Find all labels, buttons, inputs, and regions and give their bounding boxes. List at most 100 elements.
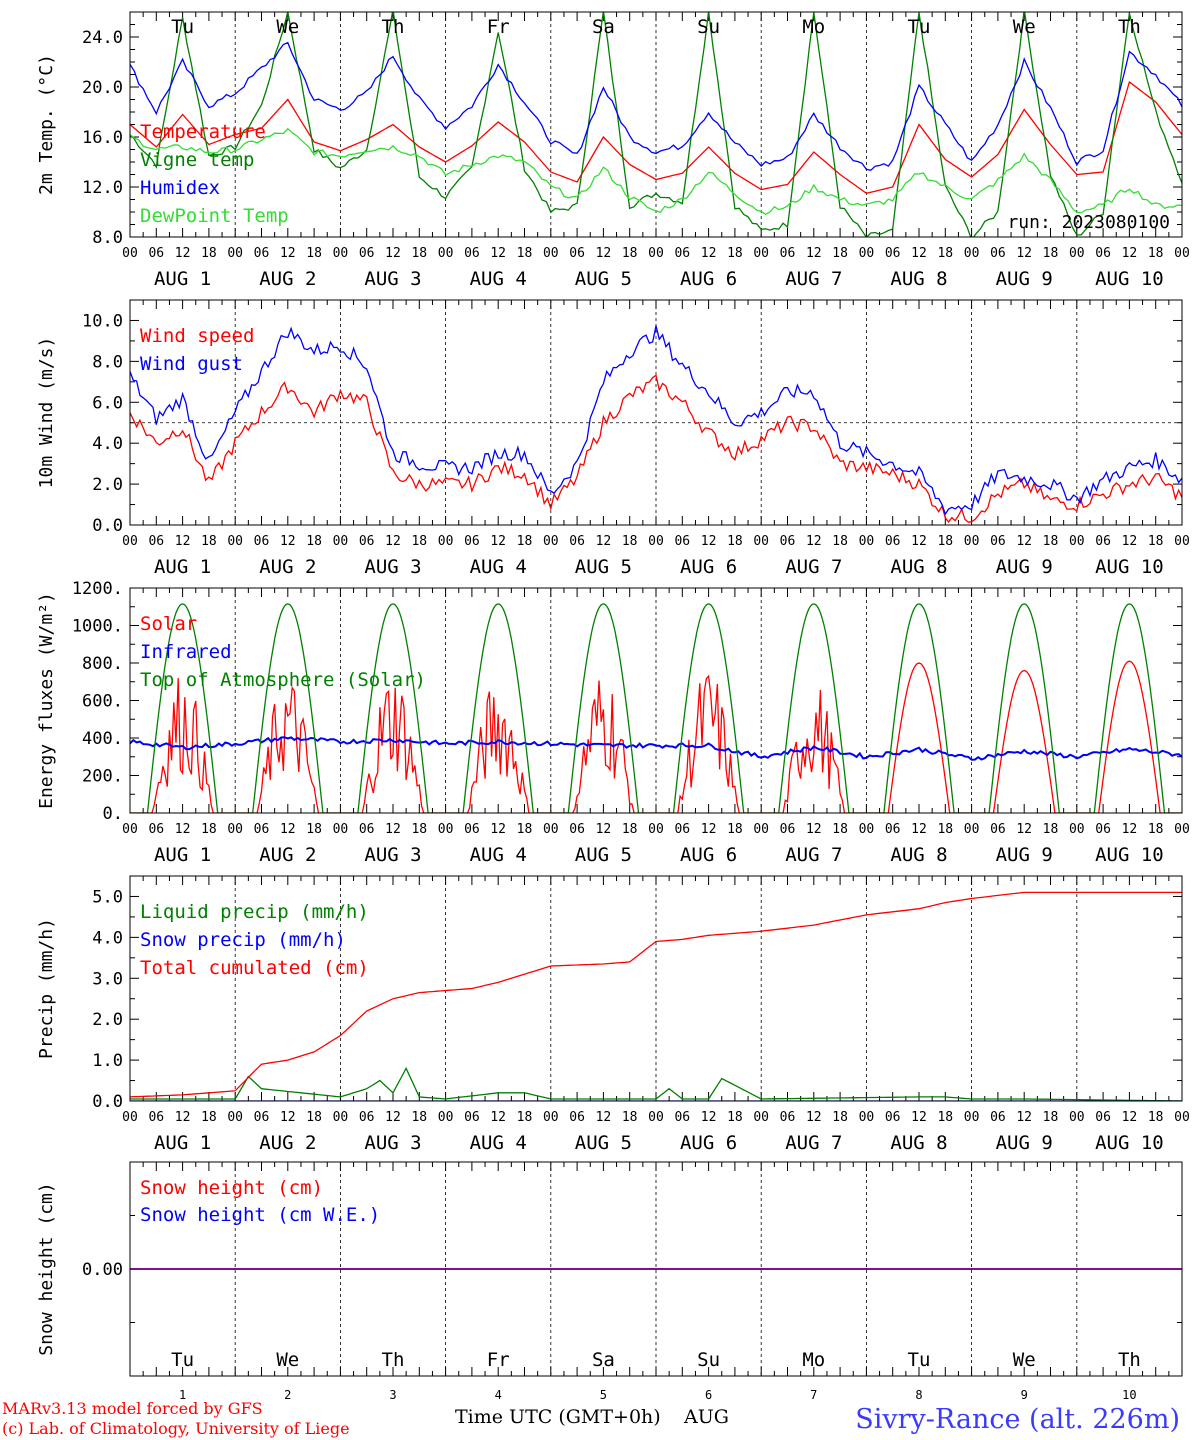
legend-entry: Liquid precip (mm/h) bbox=[140, 901, 369, 923]
time-axis-label: Time UTC (GMT+0h) bbox=[455, 1406, 661, 1428]
hour-label: 06 bbox=[254, 246, 270, 261]
hour-label: 12 bbox=[701, 822, 717, 837]
hour-label: 18 bbox=[306, 822, 322, 837]
hour-label: 18 bbox=[832, 534, 848, 549]
hour-label: 06 bbox=[359, 1110, 375, 1125]
weekday-label: Su bbox=[697, 16, 720, 38]
panel-precip: 0.0 1.0 2.0 3.0 4.0 5.0 Precip (mm/h) Liquid pr… bbox=[36, 875, 1190, 1154]
date-label: AUG 9 bbox=[996, 1132, 1053, 1154]
legend-entry: Snow height (cm) bbox=[140, 1177, 323, 1199]
hour-label: 12 bbox=[596, 534, 612, 549]
hour-label: 18 bbox=[937, 534, 953, 549]
hour-label: 00 bbox=[964, 246, 980, 261]
hour-label: 00 bbox=[122, 822, 138, 837]
y-tick-label: 1.0 bbox=[92, 1051, 123, 1071]
date-label: AUG 4 bbox=[470, 1132, 527, 1154]
hour-label: 00 bbox=[227, 534, 243, 549]
day-number-label: 3 bbox=[389, 1388, 396, 1402]
hour-label: 12 bbox=[490, 246, 506, 261]
hour-label: 18 bbox=[306, 1110, 322, 1125]
legend-entry: Snow precip (mm/h) bbox=[140, 929, 346, 951]
date-label: AUG 1 bbox=[154, 1132, 211, 1154]
date-label: AUG 8 bbox=[890, 268, 947, 290]
weekday-label: Th bbox=[1118, 16, 1141, 38]
weekday-label: Fr bbox=[487, 1349, 510, 1371]
hour-label: 12 bbox=[701, 1110, 717, 1125]
hour-label: 06 bbox=[464, 1110, 480, 1125]
run-annotation: run: 2023080100 bbox=[1007, 212, 1170, 233]
plot-area bbox=[130, 12, 1182, 237]
date-label: AUG 6 bbox=[680, 556, 737, 578]
weekday-label: Fr bbox=[487, 16, 510, 38]
date-label: AUG 8 bbox=[890, 556, 947, 578]
hour-label: 06 bbox=[990, 246, 1006, 261]
hour-label: 18 bbox=[622, 1110, 638, 1125]
hour-label: 18 bbox=[201, 1110, 217, 1125]
plot-frame bbox=[129, 1161, 1183, 1377]
hour-label: 18 bbox=[517, 1110, 533, 1125]
day-number-label: 7 bbox=[810, 1388, 817, 1402]
hour-label: 12 bbox=[175, 534, 191, 549]
y-tick-label: 0.0 bbox=[92, 1092, 123, 1112]
weekday-label: We bbox=[276, 16, 299, 38]
hour-label: 00 bbox=[1174, 246, 1190, 261]
date-label: AUG 8 bbox=[890, 1132, 947, 1154]
hour-label: 18 bbox=[201, 246, 217, 261]
day-number-label: 2 bbox=[284, 1388, 291, 1402]
date-label: AUG 7 bbox=[785, 1132, 842, 1154]
hour-label: 00 bbox=[964, 1110, 980, 1125]
hour-label: 06 bbox=[359, 534, 375, 549]
legend-entry: Temperature bbox=[140, 121, 266, 143]
date-label: AUG 10 bbox=[1095, 844, 1164, 866]
date-label: AUG 6 bbox=[680, 1132, 737, 1154]
hour-label: 18 bbox=[832, 822, 848, 837]
hour-label: 12 bbox=[701, 534, 717, 549]
hour-label: 12 bbox=[1016, 534, 1032, 549]
date-label: AUG 5 bbox=[575, 1132, 632, 1154]
hour-label: 06 bbox=[885, 534, 901, 549]
legend-entry: Top of Atmosphere (Solar) bbox=[140, 669, 426, 691]
date-label: AUG 3 bbox=[364, 1132, 421, 1154]
date-label: AUG 10 bbox=[1095, 556, 1164, 578]
legend-entry: DewPoint Temp bbox=[140, 205, 289, 227]
hour-label: 18 bbox=[937, 1110, 953, 1125]
hour-label: 00 bbox=[333, 534, 349, 549]
date-label: AUG 5 bbox=[575, 556, 632, 578]
hour-label: 06 bbox=[674, 246, 690, 261]
hour-label: 00 bbox=[753, 1110, 769, 1125]
hour-label: 18 bbox=[937, 246, 953, 261]
hour-label: 06 bbox=[569, 246, 585, 261]
y-axis-label: Snow height (cm) bbox=[36, 1182, 57, 1355]
hour-label: 18 bbox=[727, 246, 743, 261]
hour-label: 12 bbox=[175, 246, 191, 261]
hour-label: 18 bbox=[201, 534, 217, 549]
y-tick-label: 800. bbox=[82, 654, 123, 674]
series-line-wind-speed bbox=[130, 374, 1182, 523]
weekday-label: Th bbox=[382, 1349, 405, 1371]
hour-label: 00 bbox=[753, 534, 769, 549]
day-number-label: 10 bbox=[1122, 1388, 1136, 1402]
hour-label: 06 bbox=[464, 822, 480, 837]
hour-label: 00 bbox=[753, 822, 769, 837]
weekday-label: Tu bbox=[171, 16, 194, 38]
hour-label: 18 bbox=[832, 246, 848, 261]
y-axis-label: Energy fluxes (W/m²) bbox=[36, 592, 57, 809]
series-line-dewpoint-temp bbox=[130, 127, 1182, 216]
date-label: AUG 9 bbox=[996, 268, 1053, 290]
hour-label: 12 bbox=[175, 1110, 191, 1125]
hour-label: 12 bbox=[1016, 1110, 1032, 1125]
hour-label: 00 bbox=[1174, 1110, 1190, 1125]
hour-label: 00 bbox=[438, 534, 454, 549]
date-label: AUG 8 bbox=[890, 844, 947, 866]
hour-label: 06 bbox=[569, 534, 585, 549]
y-tick-label: 20.0 bbox=[82, 78, 123, 98]
hour-label: 06 bbox=[780, 822, 796, 837]
hour-label: 00 bbox=[543, 246, 559, 261]
series-line-wind-gust bbox=[130, 325, 1182, 516]
hour-label: 12 bbox=[385, 534, 401, 549]
hour-label: 18 bbox=[306, 534, 322, 549]
hour-label: 00 bbox=[227, 246, 243, 261]
hour-label: 12 bbox=[1122, 822, 1138, 837]
hour-label: 12 bbox=[280, 246, 296, 261]
